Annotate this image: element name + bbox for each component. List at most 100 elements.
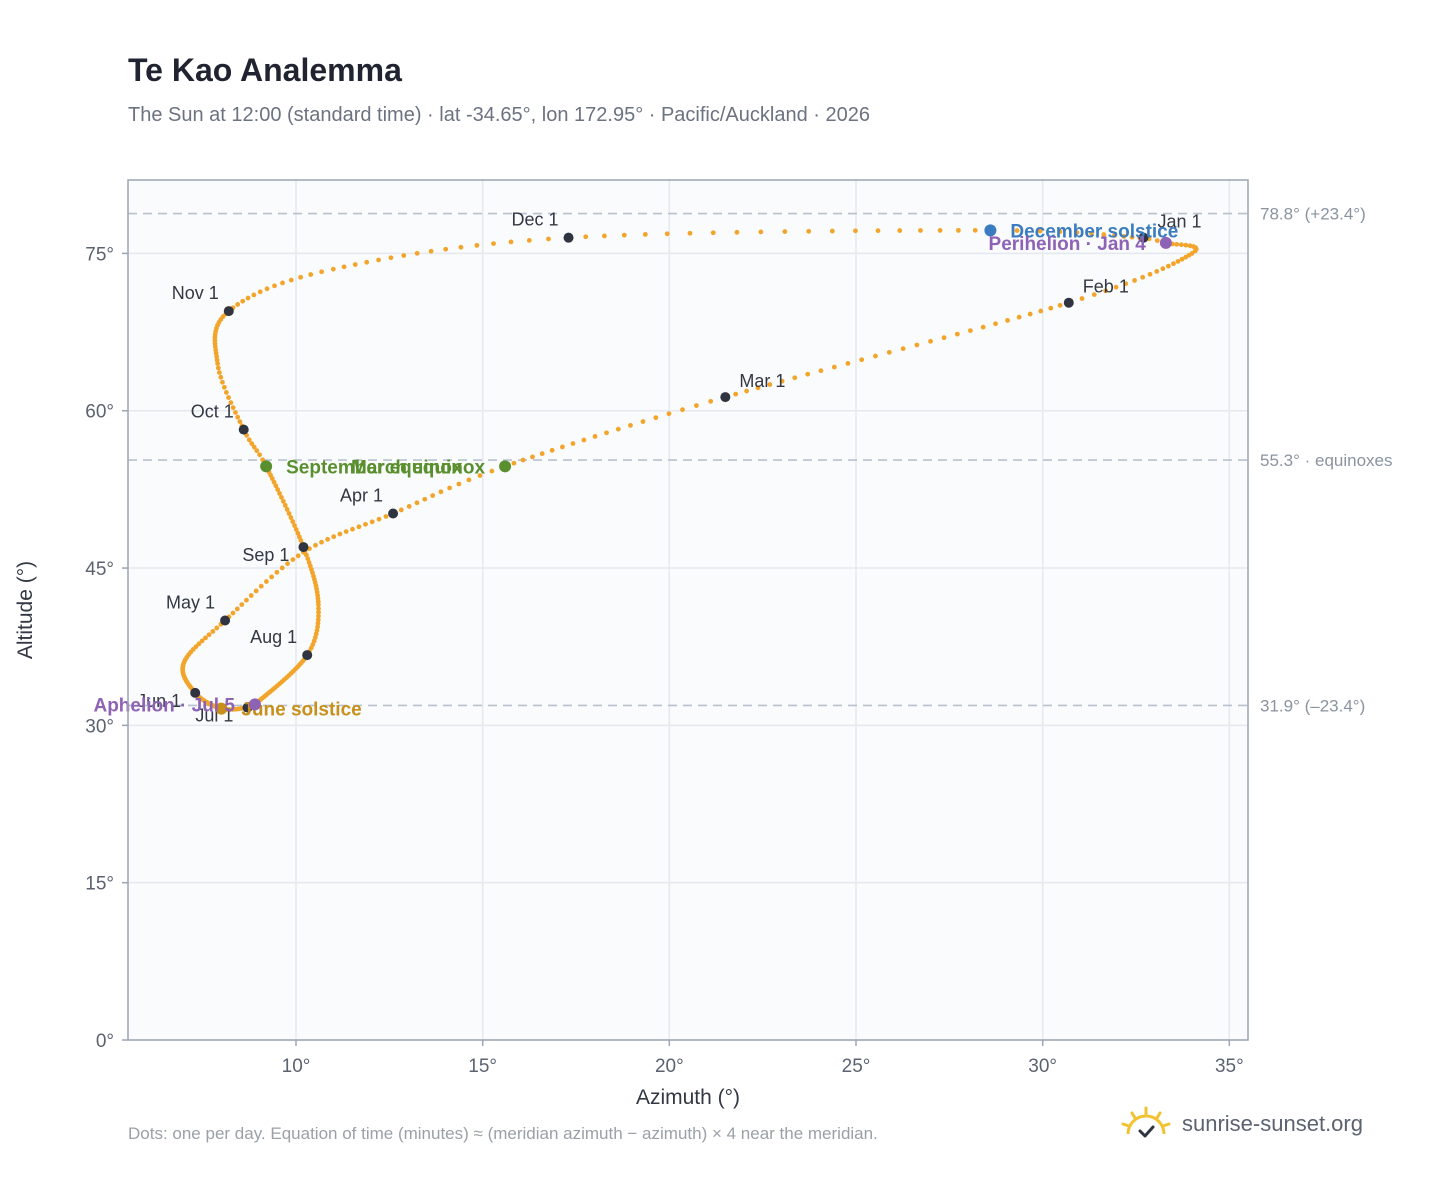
daily-sun-dot	[304, 552, 309, 558]
daily-sun-dot	[331, 534, 337, 540]
daily-sun-dot	[305, 556, 311, 562]
daily-sun-dot	[628, 422, 633, 428]
daily-sun-dot	[280, 498, 286, 504]
daily-sun-dot	[744, 388, 749, 394]
daily-sun-dot	[240, 298, 246, 304]
daily-sun-dot	[592, 434, 598, 439]
daily-sun-dot	[388, 255, 394, 261]
daily-sun-dot	[526, 237, 532, 243]
daily-sun-dot	[235, 302, 241, 307]
daily-sun-dot	[549, 447, 555, 453]
daily-sun-dot	[285, 561, 290, 567]
daily-sun-dot	[666, 411, 672, 417]
x-tick-label: 35°	[1215, 1056, 1244, 1077]
daily-sun-dot	[246, 437, 252, 443]
month-marker	[388, 508, 399, 519]
x-tick-label: 15°	[468, 1056, 497, 1077]
daily-sun-dot	[755, 385, 761, 391]
daily-sun-dot	[230, 610, 236, 616]
daily-sun-dot	[956, 227, 961, 233]
reference-lines: 78.8° (+23.4°) 55.3° · equinoxes 31.9° (–2…	[128, 205, 1393, 715]
daily-sun-dot	[604, 430, 609, 436]
daily-sun-dot	[640, 419, 646, 424]
daily-sun-dot	[477, 473, 483, 478]
x-tick-label: 30°	[1028, 1056, 1057, 1077]
daily-sun-dot	[280, 280, 285, 286]
daily-sun-dot	[264, 286, 270, 292]
daily-sun-dot	[1175, 258, 1181, 264]
daily-sun-dot	[343, 529, 349, 535]
month-marker	[298, 542, 309, 553]
daily-sun-dot	[928, 338, 933, 344]
daily-sun-dot	[539, 451, 545, 457]
daily-sun-dot	[316, 606, 321, 611]
daily-sun-dot	[352, 262, 358, 267]
daily-sun-dot	[210, 629, 216, 634]
brand[interactable]: sunrise-sunset.org	[1120, 1104, 1363, 1144]
daily-sun-dot	[875, 228, 881, 234]
daily-sun-dot	[228, 400, 234, 406]
daily-sun-dot	[341, 264, 347, 270]
month-marker-label: Sep 1	[242, 545, 289, 565]
daily-sun-dot	[733, 391, 739, 397]
daily-sun-dot	[581, 437, 587, 443]
daily-sun-dot	[383, 514, 389, 519]
daily-sun-dot	[447, 485, 452, 491]
month-marker-label: May 1	[166, 592, 215, 612]
daily-sun-dot	[221, 384, 227, 390]
event-label: Perihelion · Jan 4	[989, 234, 1147, 255]
daily-sun-dot	[1037, 228, 1043, 234]
daily-sun-dot	[199, 638, 205, 644]
plot-border	[127, 179, 1249, 1041]
daily-sun-dot	[414, 500, 420, 506]
daily-sun-dot	[251, 444, 257, 450]
event-marker	[215, 702, 228, 715]
daily-sun-dot	[443, 246, 449, 252]
daily-sun-dot	[253, 588, 259, 594]
daily-sun-dot	[831, 364, 837, 370]
event-label: Aphelion · Jul 5	[93, 695, 235, 716]
daily-sun-dot	[664, 231, 670, 237]
brand-name: sunrise-sunset.org	[1182, 1111, 1363, 1136]
daily-sun-dot	[941, 335, 947, 341]
daily-sun-dot	[258, 583, 264, 589]
reference-line-label: 78.8° (+23.4°)	[1260, 205, 1366, 224]
daily-sun-dot	[290, 557, 296, 563]
daily-sun-dot	[263, 579, 269, 584]
daily-sun-dot	[1123, 281, 1129, 287]
daily-sun-dot	[269, 574, 275, 580]
daily-sun-dot	[1129, 234, 1135, 240]
y-axis-title: Altitude (°)	[14, 561, 37, 659]
daily-sun-dot	[710, 230, 716, 236]
x-tick-label: 20°	[655, 1056, 684, 1077]
daily-sun-dot	[350, 526, 355, 532]
y-tick-label: 30°	[85, 716, 114, 737]
daily-sun-dot	[226, 395, 231, 400]
daily-sun-dot	[1103, 288, 1109, 294]
daily-sun-dot	[546, 236, 551, 242]
daily-sun-dot	[298, 274, 304, 280]
daily-sun-dot	[217, 370, 222, 375]
daily-sun-dot	[430, 493, 436, 498]
daily-sun-dot	[237, 419, 243, 424]
chart-subtitle: The Sun at 12:00 (standard time) · lat -…	[128, 104, 870, 126]
daily-sun-dot	[293, 527, 299, 532]
daily-sun-dot	[275, 487, 281, 492]
daily-sun-dot	[954, 331, 960, 337]
month-marker-label: Nov 1	[172, 283, 219, 303]
daily-sun-dot	[967, 328, 973, 333]
daily-sun-dot	[1014, 228, 1020, 233]
daily-sun-dot	[1160, 266, 1166, 272]
daily-sun-dot	[456, 481, 462, 487]
daily-sun-dot	[315, 624, 320, 630]
daily-sun-dot	[779, 378, 785, 384]
daily-sun-dot	[306, 559, 312, 565]
daily-sun-dot	[1079, 296, 1085, 301]
event-label: December solstice	[1010, 221, 1178, 242]
daily-sun-dot	[1089, 231, 1094, 236]
month-marker	[238, 424, 249, 435]
daily-sun-dot	[1121, 234, 1127, 239]
month-marker	[190, 687, 201, 698]
daily-sun-dot	[980, 324, 986, 330]
daily-sun-dot	[1179, 256, 1185, 262]
